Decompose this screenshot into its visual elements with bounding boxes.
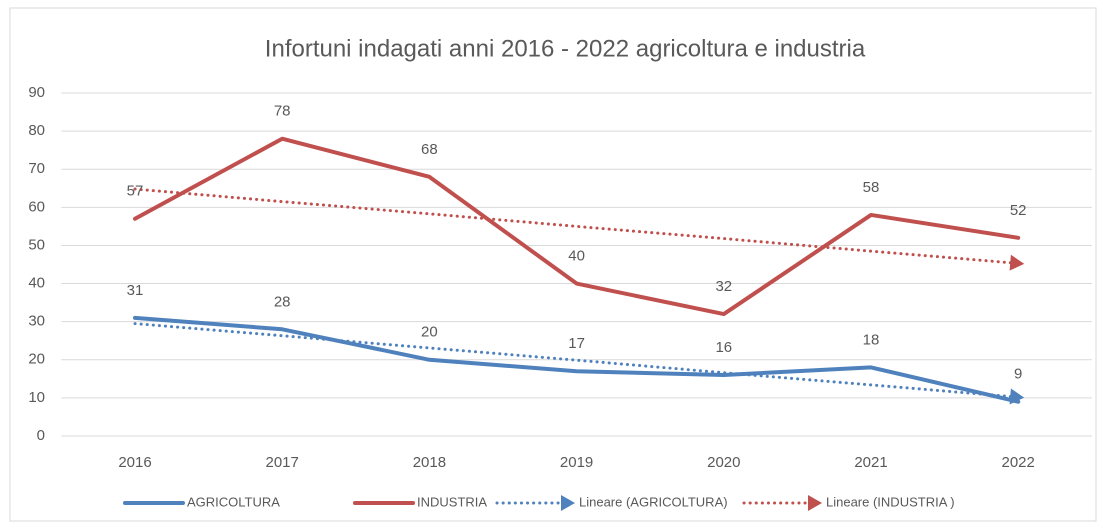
data-label: 9: [1014, 366, 1022, 383]
x-tick-label: 2019: [560, 454, 593, 471]
legend-label: Lineare (AGRICOLTURA): [579, 494, 728, 509]
data-label: 57: [127, 183, 144, 200]
y-tick-label: 10: [28, 389, 45, 406]
arrow-head: [561, 495, 575, 511]
data-label: 78: [274, 103, 291, 120]
x-tick-label: 2018: [413, 454, 446, 471]
y-tick-label: 40: [28, 275, 45, 292]
data-label: 58: [863, 179, 880, 196]
y-tick-label: 50: [28, 236, 45, 253]
x-tick-label: 2017: [266, 454, 299, 471]
data-label: 68: [421, 141, 438, 158]
x-tick-label: 2021: [854, 454, 887, 471]
legend-label: Lineare (INDUSTRIA ): [826, 494, 955, 509]
x-tick-label: 2016: [118, 454, 151, 471]
legend-label: INDUSTRIA: [417, 494, 487, 509]
y-tick-label: 90: [28, 84, 45, 101]
arrow-head: [808, 495, 822, 511]
trend-line: [133, 187, 1020, 265]
series-line: [133, 136, 1021, 317]
series-line: [133, 315, 1021, 404]
y-tick-label: 0: [37, 427, 45, 444]
trend-line: [133, 322, 1020, 399]
y-tick-label: 30: [28, 313, 45, 330]
data-label: 20: [421, 324, 438, 341]
data-label: 17: [568, 335, 585, 352]
data-label: 31: [127, 282, 144, 299]
data-label: 52: [1010, 202, 1027, 219]
y-tick-label: 20: [28, 351, 45, 368]
x-tick-label: 2020: [707, 454, 740, 471]
data-label: 16: [715, 339, 732, 356]
data-label: 28: [274, 293, 291, 310]
legend-label: AGRICOLTURA: [187, 494, 280, 509]
data-label: 18: [863, 331, 880, 348]
data-label: 32: [715, 278, 732, 295]
x-tick-label: 2022: [1002, 454, 1035, 471]
data-label: 40: [568, 248, 585, 265]
arrow-head: [1009, 254, 1025, 271]
chart-title: Infortuni indagati anni 2016 - 2022 agri…: [265, 35, 866, 62]
legend: AGRICOLTURA INDUSTRIA Lineare (AGRICOLTURA…: [123, 494, 955, 511]
y-tick-label: 60: [28, 198, 45, 215]
y-tick-label: 70: [28, 160, 45, 177]
y-tick-label: 80: [28, 122, 45, 139]
